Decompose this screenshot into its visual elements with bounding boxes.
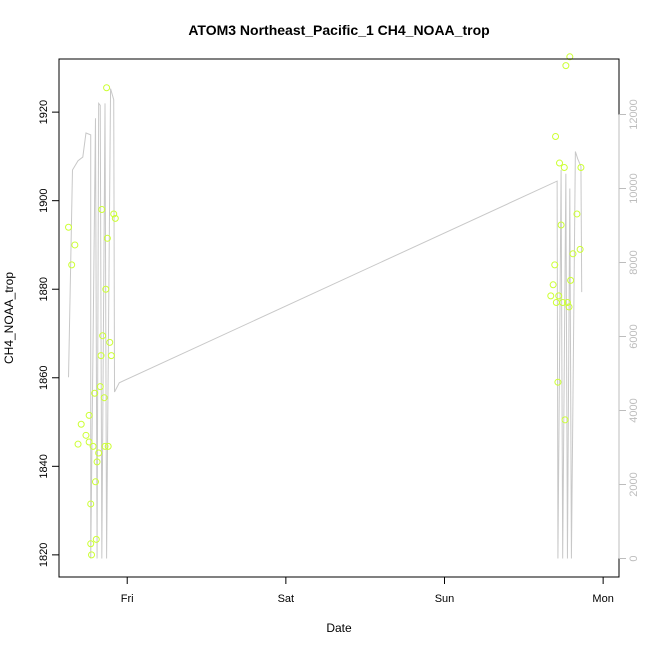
data-point-2 <box>71 241 79 249</box>
data-point-18 <box>97 352 105 360</box>
data-point-27 <box>106 338 114 346</box>
y-tick-label-3: 1880 <box>38 277 50 301</box>
y-tick-label-1: 1840 <box>38 454 50 478</box>
data-point-11 <box>89 442 97 450</box>
y-tick-label-5: 1920 <box>38 100 50 124</box>
data-point-28 <box>107 352 115 360</box>
data-point-44 <box>563 299 571 306</box>
y-tick-label-0: 1820 <box>38 543 50 567</box>
data-point-20 <box>99 332 107 340</box>
y2-tick-label-2: 4000 <box>628 398 640 422</box>
data-point-42 <box>561 416 569 424</box>
data-point-26 <box>104 442 112 450</box>
axes-layer: 1820 1840 1860 1880 1900 1920 0 2000 4000 6000 800… <box>38 99 640 605</box>
data-point-50 <box>576 245 584 253</box>
y2-tick-label-3: 6000 <box>628 324 640 348</box>
data-point-32 <box>549 281 557 289</box>
data-point-0 <box>65 223 73 231</box>
data-point-16 <box>95 449 103 457</box>
data-point-40 <box>559 299 567 306</box>
x-axis-label: Date <box>326 621 352 635</box>
data-point-5 <box>82 431 90 439</box>
data-point-6 <box>85 438 93 446</box>
data-point-34 <box>552 132 560 140</box>
data-point-49 <box>573 210 581 218</box>
y2-tick-label-0: 0 <box>628 555 640 561</box>
data-point-41 <box>560 163 568 171</box>
data-point-1 <box>68 261 76 269</box>
data-point-38 <box>556 159 564 167</box>
data-point-36 <box>554 378 562 386</box>
series-line-right-axis <box>68 88 583 559</box>
data-point-12 <box>91 389 99 397</box>
data-point-17 <box>96 383 104 391</box>
chart-title: ATOM3 Northeast_Pacific_1 CH4_NOAA_trop <box>188 22 489 38</box>
y2-tick-label-5: 10000 <box>628 173 640 204</box>
data-point-51 <box>577 163 585 171</box>
data-point-9 <box>87 540 95 548</box>
data-point-39 <box>557 221 565 229</box>
data-point-21 <box>100 394 108 402</box>
data-point-37 <box>555 292 563 300</box>
data-point-14 <box>92 535 100 543</box>
y-tick-label-2: 1860 <box>38 366 50 390</box>
y2-tick-label-1: 2000 <box>628 472 640 496</box>
data-point-10 <box>88 551 96 559</box>
data-point-47 <box>567 276 575 284</box>
data-point-15 <box>93 458 101 466</box>
data-point-3 <box>74 440 82 448</box>
plot-layer <box>65 53 585 559</box>
data-point-13 <box>91 478 99 486</box>
data-point-8 <box>87 500 95 508</box>
x-tick-label-2: Sun <box>435 593 455 605</box>
data-point-48 <box>569 250 577 258</box>
data-point-33 <box>551 261 559 269</box>
data-point-19 <box>98 206 106 214</box>
data-point-23 <box>102 285 110 293</box>
data-point-24 <box>103 84 111 92</box>
y-tick-label-4: 1900 <box>38 188 50 212</box>
data-point-22 <box>101 442 109 450</box>
data-point-25 <box>103 234 111 242</box>
data-point-45 <box>565 303 573 311</box>
data-point-30 <box>111 214 119 222</box>
x-tick-label-0: Fri <box>121 593 134 605</box>
data-point-29 <box>110 210 118 218</box>
data-point-43 <box>562 62 570 70</box>
data-point-4 <box>77 420 85 428</box>
x-tick-label-1: Sat <box>278 593 295 605</box>
y2-tick-label-4: 8000 <box>628 250 640 274</box>
y-axis-label: CH4_NOAA_trop <box>2 272 16 364</box>
data-point-46 <box>566 53 574 61</box>
data-point-31 <box>547 292 555 300</box>
data-point-7 <box>85 411 93 419</box>
x-tick-label-3: Mon <box>592 593 613 605</box>
y2-tick-label-6: 12000 <box>628 99 640 130</box>
